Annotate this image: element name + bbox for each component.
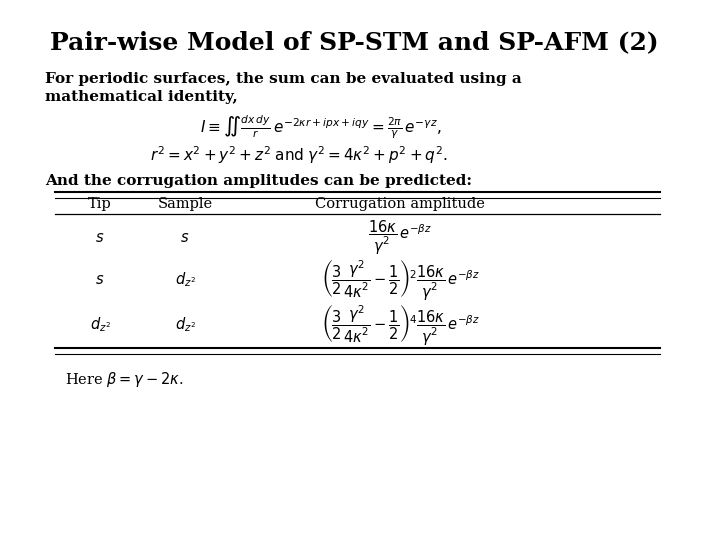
Text: $\left(\dfrac{3}{2}\dfrac{\gamma^2}{4\kappa^2} - \dfrac{1}{2}\right)^{\!4} \dfra: $\left(\dfrac{3}{2}\dfrac{\gamma^2}{4\ka… xyxy=(320,303,480,347)
Text: $r^2 = x^2+y^2+z^2\;\mathrm{and}\;\gamma^2 = 4\kappa^2+p^2+q^2.$: $r^2 = x^2+y^2+z^2\;\mathrm{and}\;\gamma… xyxy=(150,144,448,166)
Text: $\left(\dfrac{3}{2}\dfrac{\gamma^2}{4\kappa^2} - \dfrac{1}{2}\right)^{\!2} \dfra: $\left(\dfrac{3}{2}\dfrac{\gamma^2}{4\ka… xyxy=(320,258,480,302)
Text: $s$: $s$ xyxy=(95,273,104,287)
Text: Tip: Tip xyxy=(88,197,112,211)
Text: And the corrugation amplitudes can be predicted:: And the corrugation amplitudes can be pr… xyxy=(45,174,472,188)
Text: For periodic surfaces, the sum can be evaluated using a: For periodic surfaces, the sum can be ev… xyxy=(45,72,522,86)
Text: $d_{z^2}$: $d_{z^2}$ xyxy=(174,316,196,334)
Text: $s$: $s$ xyxy=(95,231,104,246)
Text: Sample: Sample xyxy=(158,197,212,211)
Text: $d_{z^2}$: $d_{z^2}$ xyxy=(89,316,110,334)
Text: Pair-wise Model of SP-STM and SP-AFM (2): Pair-wise Model of SP-STM and SP-AFM (2) xyxy=(50,30,659,54)
Text: $s$: $s$ xyxy=(180,231,189,246)
Text: $\dfrac{16\kappa}{\gamma^2}\, e^{-\beta z}$: $\dfrac{16\kappa}{\gamma^2}\, e^{-\beta … xyxy=(368,219,432,257)
Text: $I \equiv \int\!\!\int \frac{dx\,dy}{r}\, e^{-2\kappa r+ipx+iqy} = \frac{2\pi}{\: $I \equiv \int\!\!\int \frac{dx\,dy}{r}\… xyxy=(200,114,441,141)
Text: Corrugation amplitude: Corrugation amplitude xyxy=(315,197,485,211)
Text: Here $\beta = \gamma - 2\kappa$.: Here $\beta = \gamma - 2\kappa$. xyxy=(65,370,184,389)
Text: mathematical identity,: mathematical identity, xyxy=(45,90,238,104)
Text: $d_{z^2}$: $d_{z^2}$ xyxy=(174,271,196,289)
